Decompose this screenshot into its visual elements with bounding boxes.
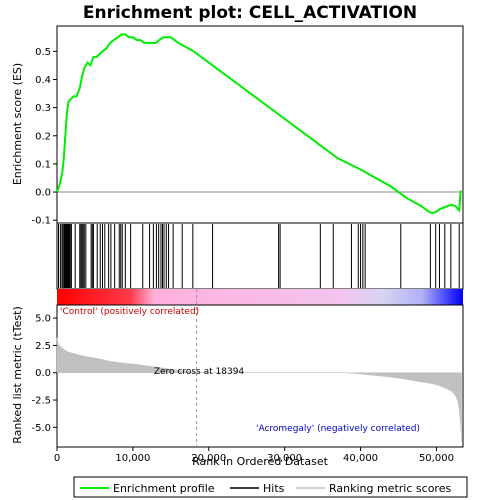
rank-y-tick-label-4: 5.0 xyxy=(35,314,51,325)
ranking-panel xyxy=(56,304,464,448)
x-tick-label-4: 40,000 xyxy=(343,453,378,464)
legend-ranking-label: Ranking metric scores xyxy=(329,482,451,495)
enrichment-series-group xyxy=(56,33,463,215)
zero-cross-label: Zero cross at 18394 xyxy=(154,367,245,377)
x-tick-label-2: 20,000 xyxy=(191,453,226,464)
es-y-tick-label-1: 0.0 xyxy=(35,188,51,199)
legend-hits-label: Hits xyxy=(263,482,285,495)
x-axis-label: Rank in Ordered Dataset xyxy=(192,455,329,468)
rank-gradient-bar xyxy=(57,289,463,305)
negative-correlation-label: 'Acromegaly' (negatively correlated) xyxy=(256,424,420,434)
enrichment-panel xyxy=(56,25,464,224)
x-tick-label-5: 50,000 xyxy=(419,453,454,464)
rank-axis-label: Ranked list metric (tTest) xyxy=(11,306,24,443)
x-tick-label-1: 10,000 xyxy=(115,453,150,464)
chart-title: Enrichment plot: CELL_ACTIVATION xyxy=(83,3,417,23)
axes-group: -0.1 0.0 0.1 0.2 0.3 0.4 0.5 -5.0 -2.5 0.0 2.5 5.0 0… xyxy=(31,47,453,464)
es-y-tick-label-0: -0.1 xyxy=(31,216,51,227)
legend-box xyxy=(73,476,468,498)
es-y-tick-label-5: 0.4 xyxy=(35,75,51,86)
enrichment-profile-line-0 xyxy=(56,33,462,215)
es-y-tick-label-4: 0.3 xyxy=(35,103,51,114)
es-y-tick-label-3: 0.2 xyxy=(35,131,51,142)
x-tick-label-3: 30,000 xyxy=(267,453,302,464)
rank-y-tick-label-2: 0.0 xyxy=(35,368,51,379)
hits-panel xyxy=(56,222,464,290)
es-y-tick-label-6: 0.5 xyxy=(35,47,51,58)
hits-group xyxy=(58,224,460,288)
es-axis-label: Enrichment score (ES) xyxy=(11,63,24,185)
ranking-series-group xyxy=(56,289,462,447)
es-y-tick-label-2: 0.1 xyxy=(35,159,51,170)
positive-correlation-label: 'Control' (positively correlated) xyxy=(60,307,199,317)
rank-y-tick-label-1: -2.5 xyxy=(31,396,51,407)
x-tick-label-0: 0 xyxy=(54,453,60,464)
legend: Enrichment profile Hits Ranking metric s… xyxy=(73,476,468,498)
rank-y-tick-label-0: -5.0 xyxy=(31,423,51,434)
rank-y-tick-label-3: 2.5 xyxy=(35,341,51,352)
ranking-metric-area-0 xyxy=(56,337,462,442)
legend-enrichment-label: Enrichment profile xyxy=(113,482,215,495)
